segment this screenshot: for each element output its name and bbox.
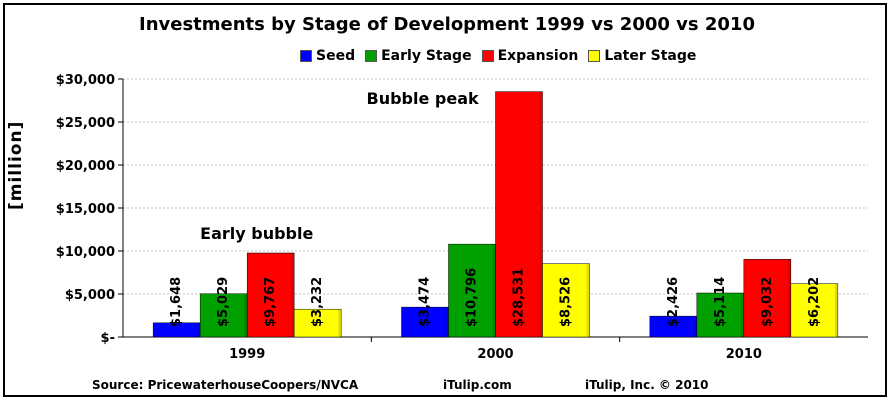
data-label: $3,232 bbox=[310, 277, 325, 327]
bar-shade bbox=[244, 293, 248, 337]
y-tick-label: $30,000 bbox=[56, 73, 115, 88]
annotation: Bubble peak bbox=[367, 89, 480, 108]
bar-shade bbox=[834, 283, 838, 337]
legend: Seed Early Stage Expansion Later Stage bbox=[300, 48, 696, 64]
legend-item-later-stage: Later Stage bbox=[588, 48, 696, 64]
y-tick-label: $5,000 bbox=[65, 288, 115, 303]
legend-label-later-stage: Later Stage bbox=[604, 48, 697, 64]
x-tick-label: 1999 bbox=[229, 347, 265, 362]
data-label: $6,202 bbox=[807, 277, 822, 327]
data-label: $3,474 bbox=[418, 277, 433, 327]
chart-title: Investments by Stage of Development 1999… bbox=[139, 14, 755, 35]
annotation: Early bubble bbox=[200, 224, 313, 243]
y-tick-label: $10,000 bbox=[56, 245, 115, 260]
legend-swatch-early-stage bbox=[365, 50, 378, 62]
bar-shade bbox=[445, 307, 449, 337]
bar-shade bbox=[492, 244, 496, 337]
data-label: $10,796 bbox=[465, 268, 480, 327]
bar-early-stage-2000 bbox=[448, 243, 496, 338]
bar-later-stage-1999 bbox=[293, 308, 342, 338]
legend-swatch-expansion bbox=[481, 50, 494, 62]
data-label: $5,029 bbox=[216, 277, 231, 327]
bar-expansion-2000 bbox=[495, 91, 543, 338]
bar-shade bbox=[693, 316, 697, 337]
bar-shade bbox=[338, 309, 342, 337]
x-tick-label: 2010 bbox=[726, 347, 762, 362]
bar-shade bbox=[539, 91, 543, 338]
legend-swatch-later-stage bbox=[588, 50, 601, 62]
bar-early-stage-1999 bbox=[199, 293, 248, 338]
y-tick-label: $25,000 bbox=[56, 116, 115, 131]
legend-item-expansion: Expansion bbox=[481, 48, 579, 64]
bar-later-stage-2000 bbox=[542, 263, 590, 338]
data-label: $2,426 bbox=[666, 277, 681, 327]
data-label: $5,114 bbox=[713, 277, 728, 327]
bar-shade bbox=[197, 322, 201, 337]
footer-copyright: iTulip, Inc. © 2010 bbox=[585, 378, 709, 392]
y-tick-label: $15,000 bbox=[56, 202, 115, 217]
legend-label-seed: Seed bbox=[316, 48, 356, 64]
footer-source: Source: PricewaterhouseCoopers/NVCA bbox=[92, 378, 359, 392]
data-label: $28,531 bbox=[512, 268, 527, 327]
bar-shade bbox=[291, 253, 295, 337]
legend-item-seed: Seed bbox=[300, 48, 355, 64]
bar-expansion-1999 bbox=[246, 252, 295, 338]
bar-shade bbox=[787, 259, 791, 337]
legend-label-expansion: Expansion bbox=[497, 48, 579, 64]
bar-shade bbox=[740, 293, 744, 337]
legend-item-early-stage: Early Stage bbox=[365, 48, 472, 64]
y-tick-label: $20,000 bbox=[56, 159, 115, 174]
y-tick-label: $- bbox=[101, 331, 115, 346]
bar-shade bbox=[586, 263, 590, 337]
bar-early-stage-2010 bbox=[696, 292, 745, 338]
data-label: $1,648 bbox=[169, 277, 184, 327]
data-label: $9,032 bbox=[760, 277, 775, 327]
x-tick-label: 2000 bbox=[477, 347, 513, 362]
data-label: $9,767 bbox=[263, 277, 278, 327]
data-label: $8,526 bbox=[559, 277, 574, 327]
bar-later-stage-2010 bbox=[790, 283, 839, 338]
legend-swatch-seed bbox=[300, 50, 312, 62]
footer-site: iTulip.com bbox=[443, 378, 512, 392]
legend-label-early-stage: Early Stage bbox=[381, 48, 472, 64]
bar-expansion-2010 bbox=[743, 259, 792, 338]
bar-seed-2000 bbox=[401, 306, 449, 338]
